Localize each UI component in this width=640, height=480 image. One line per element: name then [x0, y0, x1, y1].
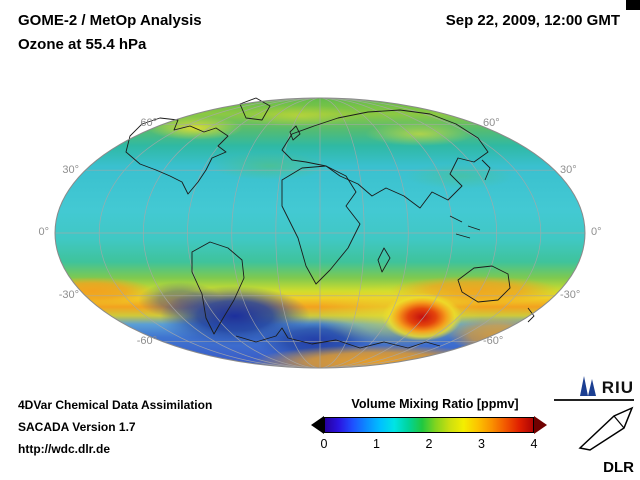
footer-line-assimilation: 4DVar Chemical Data Assimilation: [18, 398, 213, 412]
riu-logo-text: RIU: [601, 378, 634, 397]
lat-label-30s-left: -30°: [58, 289, 79, 301]
riu-logo: RIU: [554, 374, 634, 401]
map-rim: [54, 97, 586, 369]
colorbar-ticks: 0 1 2 3 4: [320, 437, 538, 452]
world-map-svg: [54, 97, 586, 369]
lat-label-eq-left: 0°: [38, 226, 49, 238]
colorbar-gradient: [324, 417, 534, 433]
lat-label-60s-left: -60°: [136, 335, 157, 347]
riu-spires-icon: [579, 376, 596, 396]
lat-label-60s-right: -60°: [483, 335, 504, 347]
map-area: [30, 88, 610, 378]
datetime-label: Sep 22, 2009, 12:00 GMT: [445, 12, 620, 29]
colorbar-tick-2: 2: [425, 437, 433, 451]
continent-outlines: [125, 97, 535, 349]
colorbar: Volume Mixing Ratio [ppmv] 0 1 2 3 4: [311, 397, 559, 452]
colorbar-tick-0: 0: [320, 437, 328, 451]
dlr-logo: DLR: [570, 406, 634, 476]
lat-label-30n-left: 30°: [62, 164, 79, 176]
footer-line-url: http://wdc.dlr.de: [18, 442, 110, 456]
page-subtitle: Ozone at 55.4 hPa: [18, 36, 147, 53]
colorbar-right-arrow: [534, 416, 547, 434]
lat-label-60n-right: 60°: [483, 117, 500, 129]
colorbar-title: Volume Mixing Ratio [ppmv]: [351, 397, 519, 411]
dlr-swoosh-icon: [578, 406, 634, 451]
colorbar-tick-4: 4: [530, 437, 538, 451]
colorbar-row: [311, 416, 559, 434]
page-title: GOME-2 / MetOp Analysis: [18, 12, 202, 29]
corner-mark: [626, 0, 640, 10]
riu-underline: [554, 399, 634, 401]
colorbar-tick-1: 1: [373, 437, 380, 451]
footer-line-version: SACADA Version 1.7: [18, 420, 136, 434]
lat-label-60n-left: 60°: [140, 117, 157, 129]
colorbar-left-arrow: [311, 416, 324, 434]
dlr-logo-text: DLR: [603, 459, 634, 476]
lat-label-eq-right: 0°: [591, 226, 602, 238]
lat-label-30s-right: -30°: [560, 289, 581, 301]
lat-label-30n-right: 30°: [560, 164, 577, 176]
colorbar-tick-3: 3: [478, 437, 485, 451]
